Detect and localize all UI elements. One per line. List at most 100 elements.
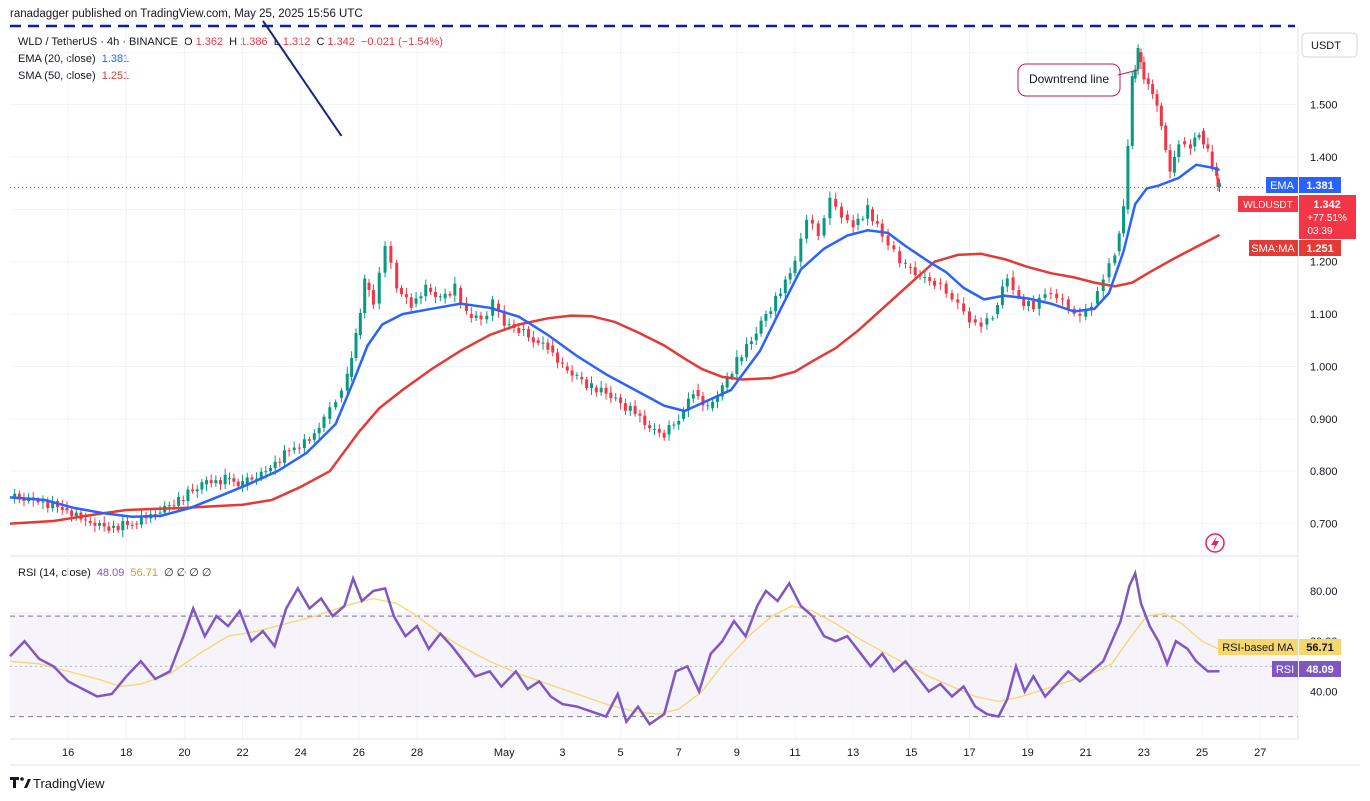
downtrend-line [262, 20, 343, 137]
candle-body [1095, 291, 1099, 304]
candle-body [599, 387, 603, 393]
candle-body [923, 277, 927, 279]
candle-body [1011, 277, 1015, 290]
candle-body [834, 198, 838, 207]
candle-body [1066, 299, 1070, 310]
candle-body [691, 394, 695, 399]
candle-body [1027, 301, 1031, 307]
candle-body [41, 501, 45, 503]
candle-body [345, 373, 349, 391]
candle-body [1017, 289, 1021, 297]
candle-body [1084, 310, 1088, 317]
candle-body [585, 379, 589, 389]
sma-legend[interactable]: SMA (50, close) 1.251 [18, 70, 132, 82]
candle-body [195, 489, 199, 492]
candle-body [278, 461, 282, 463]
candle-body [604, 387, 608, 394]
lightning-icon[interactable] [1205, 533, 1225, 553]
candle-body [788, 273, 792, 280]
candle-body [589, 383, 593, 389]
candle-body [1049, 293, 1053, 295]
close-value: 1.342 [327, 36, 355, 48]
candle-body [1022, 298, 1026, 307]
candle-body [609, 392, 613, 399]
candle-body [250, 477, 254, 480]
downtrend-annotation[interactable]: Downtrend line [1017, 63, 1139, 97]
candle-body [1155, 94, 1159, 106]
candle-body [419, 296, 423, 299]
candle-body [913, 267, 917, 275]
candle-body [60, 507, 64, 510]
sma-legend-label: SMA (50, close) [18, 70, 96, 82]
candle-body [1037, 297, 1041, 309]
candle-body [633, 405, 637, 415]
symbol-title[interactable]: WLD / TetherUS · 4h · BINANCE [18, 36, 178, 48]
candle-body [956, 299, 960, 303]
candle-body [672, 424, 676, 426]
candle-body [810, 219, 814, 224]
candle-body [158, 512, 162, 514]
currency-button[interactable]: USDT [1301, 32, 1358, 58]
candle-body [1005, 278, 1009, 287]
price-tick-label: 0.700 [1310, 519, 1338, 531]
time-tick-label: 18 [120, 747, 132, 759]
candle-body [657, 428, 661, 433]
candle-body [851, 220, 855, 228]
candle-body [1159, 105, 1163, 127]
time-tick-label: 15 [905, 747, 917, 759]
candle-body [177, 496, 181, 506]
candle-body [13, 493, 17, 498]
time-tick-label: 9 [734, 747, 740, 759]
time-tick-label: 7 [676, 747, 682, 759]
candle-body [232, 478, 236, 482]
candle-body [354, 332, 358, 359]
candle-body [805, 219, 809, 239]
candle-body [228, 478, 232, 480]
candle-body [536, 340, 540, 344]
candle-body [769, 311, 773, 315]
candle-body [541, 342, 545, 344]
low-value: 1.312 [282, 36, 311, 48]
change-value: −0.021 (−1.54%) [360, 36, 443, 48]
candle-body [377, 272, 381, 304]
rsi-legend-extra: ∅ ∅ ∅ ∅ [164, 567, 212, 579]
ema-legend[interactable]: EMA (20, close) 1.381 [18, 53, 132, 65]
rsi-tick-label: 40.00 [1310, 686, 1338, 698]
price-axis: 0.7000.8000.9001.0001.1001.2001.3001.400… [1310, 47, 1338, 530]
candle-body [443, 293, 447, 299]
candle-body [580, 376, 584, 380]
rsi-legend[interactable]: RSI (14, close) 48.09 56.71 ∅ ∅ ∅ ∅ [18, 566, 215, 579]
candle-body [866, 205, 870, 219]
ema-legend-label: EMA (20, close) [18, 53, 96, 65]
time-tick-label: 20 [178, 747, 190, 759]
candle-body [112, 525, 116, 528]
candle-body [648, 425, 652, 429]
svg-text:56.71: 56.71 [1306, 642, 1334, 654]
time-tick-label: 26 [353, 747, 365, 759]
candle-body [292, 447, 296, 451]
svg-text:1.251: 1.251 [1306, 243, 1334, 255]
candle-body [903, 262, 907, 264]
candle-body [546, 342, 550, 350]
svg-text:48.09: 48.09 [1306, 664, 1334, 676]
candle-body [730, 374, 734, 378]
candle-body [886, 235, 890, 246]
candle-body [22, 498, 26, 502]
candle-body [107, 526, 111, 531]
candle-body [282, 450, 286, 463]
candle-body [459, 287, 463, 305]
candle-body [1130, 76, 1134, 146]
candle-body [74, 512, 78, 517]
ema-line [9, 163, 1220, 519]
candle-body [302, 439, 306, 449]
candle-body [551, 345, 555, 353]
candle-body [339, 390, 343, 398]
time-tick-label: 28 [411, 747, 423, 759]
candle-body [828, 197, 832, 219]
candle-body [322, 416, 326, 428]
price-tick-label: 0.800 [1310, 466, 1338, 478]
candle-body [861, 218, 865, 220]
candle-body [273, 461, 277, 469]
candle-body [871, 209, 875, 222]
